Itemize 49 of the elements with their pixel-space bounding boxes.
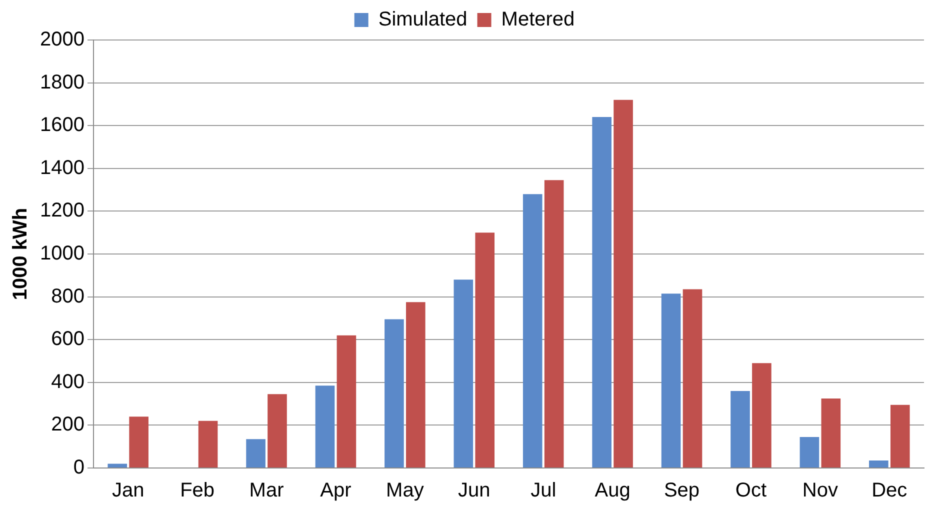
- y-tick-label: 1800: [40, 71, 84, 94]
- y-tick-label: 600: [51, 328, 84, 350]
- bar: [336, 335, 356, 468]
- bar: [752, 363, 772, 468]
- x-tick-label: Oct: [735, 480, 767, 502]
- y-tick-label: 400: [51, 370, 84, 393]
- bar: [522, 194, 542, 468]
- bar: [406, 302, 426, 468]
- x-tick-label: Jul: [530, 480, 556, 502]
- legend-label: Metered: [501, 8, 575, 31]
- bar: [821, 398, 841, 468]
- bar: [614, 100, 633, 468]
- bar: [661, 294, 681, 468]
- bar: [454, 280, 474, 468]
- bar: [800, 436, 820, 468]
- x-tick-label: Feb: [180, 480, 215, 502]
- y-tick-label: 1200: [40, 200, 84, 222]
- x-tick-label: Apr: [320, 480, 352, 502]
- y-axis-title: 1000 kWh: [10, 208, 32, 300]
- x-tick-label: May: [386, 480, 424, 502]
- bar: [108, 464, 128, 468]
- legend-label: Simulated: [378, 8, 468, 31]
- bar: [682, 289, 702, 468]
- bar: [315, 386, 335, 468]
- x-tick-label: Nov: [802, 480, 838, 502]
- bar: [730, 390, 750, 468]
- y-tick-label: 800: [51, 285, 84, 308]
- bar: [384, 319, 404, 468]
- x-tick-label: Aug: [594, 480, 630, 502]
- x-tick-label: Jan: [112, 480, 144, 502]
- bar: [475, 232, 495, 468]
- bar: [198, 420, 218, 468]
- y-tick-label: 2000: [40, 28, 84, 51]
- y-tick-label: 1000: [40, 242, 84, 265]
- bar: [890, 404, 910, 468]
- y-tick-label: 1400: [40, 156, 84, 179]
- bar: [129, 416, 148, 468]
- bar: [544, 180, 564, 468]
- x-tick-label: Dec: [872, 480, 908, 502]
- bar: [592, 117, 612, 468]
- x-tick-label: Jun: [458, 480, 490, 502]
- x-tick-label: Sep: [664, 480, 700, 502]
- x-tick-label: Mar: [249, 480, 284, 502]
- y-tick-label: 1600: [40, 114, 84, 136]
- bar: [268, 394, 287, 468]
- y-tick-label: 200: [51, 414, 84, 436]
- bar: [246, 439, 266, 468]
- bar: [869, 460, 888, 468]
- y-tick-label: 0: [73, 456, 84, 479]
